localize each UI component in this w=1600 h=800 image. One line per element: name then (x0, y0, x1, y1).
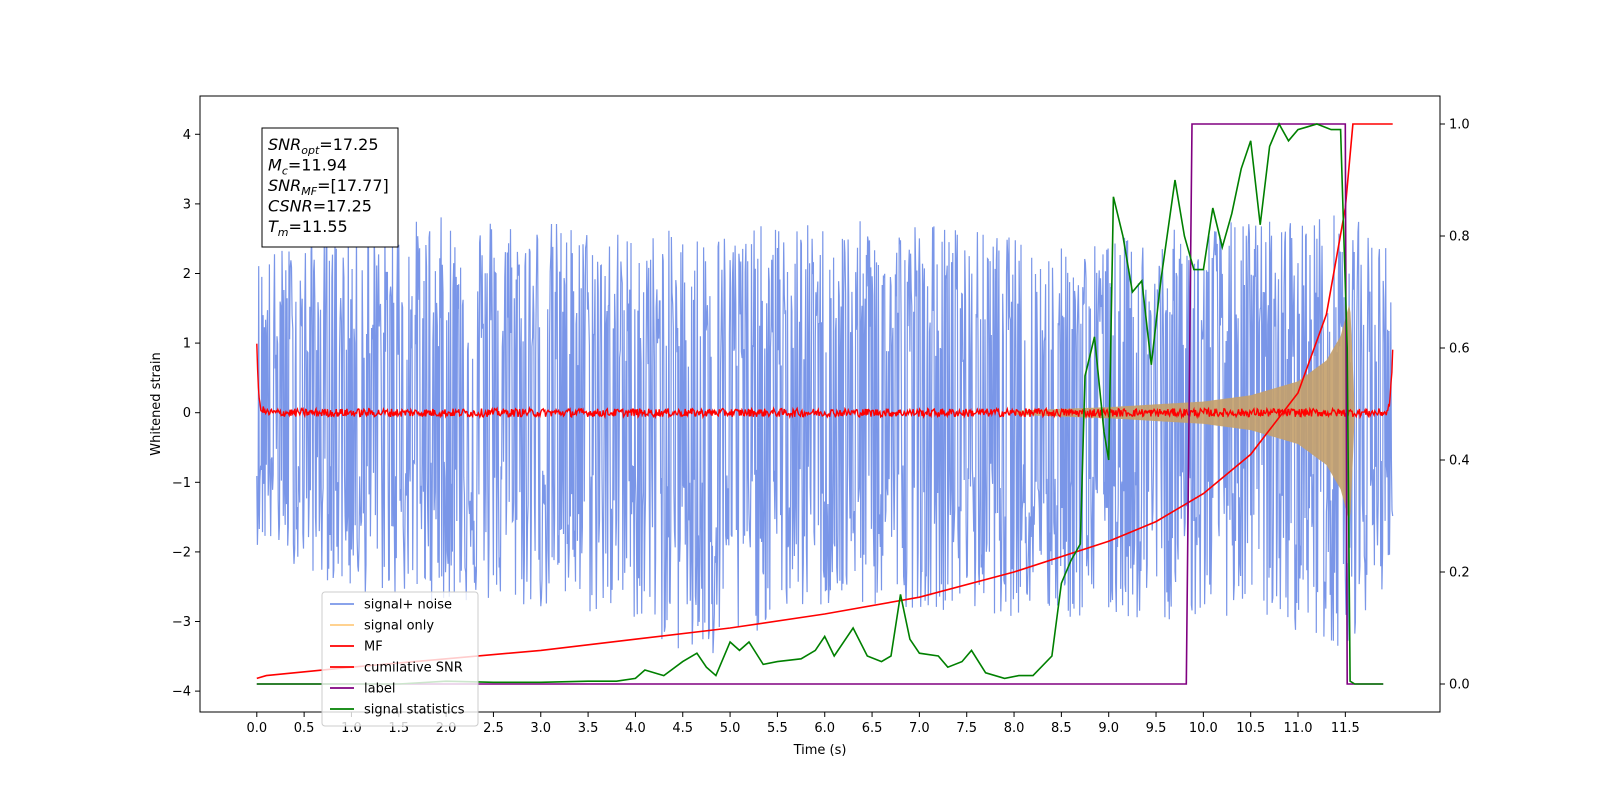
y-right-tick-label: 0.4 (1449, 454, 1470, 469)
y-right-tick-label: 0.6 (1449, 342, 1470, 357)
x-tick-label: 9.5 (1146, 721, 1167, 736)
y-axis-right: 1.0 0.8 0.6 0.4 0.2 0.0 (1440, 118, 1470, 693)
x-tick-label: 9.0 (1098, 721, 1119, 736)
y-left-tick-label: −2 (172, 545, 191, 560)
y-axis-left: 4 3 2 1 0 −1 −2 −3 −4 (172, 128, 200, 700)
legend-label: signal statistics (364, 703, 465, 718)
legend-label: label (364, 682, 395, 697)
x-tick-label: 5.5 (767, 721, 788, 736)
legend-label: signal+ noise (364, 598, 452, 613)
series-signal-statistics (256, 122, 1384, 685)
y-left-tick-label: −3 (172, 615, 191, 630)
x-tick-label: 10.5 (1236, 721, 1265, 736)
y-right-tick-label: 0.2 (1449, 566, 1470, 581)
y-right-tick-label: 1.0 (1449, 118, 1470, 133)
annotation-box: SNRopt=17.25Mc=11.94SNRMF=[17.77]CSNR=17… (261, 127, 399, 248)
x-tick-label: 2.5 (483, 721, 504, 736)
x-tick-label: 8.0 (1004, 721, 1025, 736)
annotation-line: Tm=11.55 (268, 217, 348, 239)
y-left-tick-label: 0 (183, 406, 191, 421)
y-left-tick-label: 3 (183, 197, 191, 212)
series-signal-noise (256, 215, 1394, 654)
axes-frame (199, 95, 1441, 713)
x-tick-label: 4.0 (625, 721, 646, 736)
x-tick-label: 6.5 (862, 721, 883, 736)
series-label (256, 123, 1384, 685)
x-axis-label: Time (s) (793, 743, 847, 758)
y-left-tick-label: −4 (172, 685, 191, 700)
annotation-frame (261, 127, 399, 248)
legend-label: MF (364, 640, 383, 655)
y-axis-label: Whitened strain (149, 352, 164, 455)
x-tick-label: 0.5 (294, 721, 315, 736)
annotation-line: CSNR=17.25 (268, 197, 372, 216)
annotation-line: Mc=11.94 (268, 156, 347, 178)
annotation-line: SNRopt=17.25 (268, 135, 379, 157)
x-tick-label: 4.5 (672, 721, 693, 736)
x-axis: 0.0 0.5 1.0 1.5 2.0 2.5 3.0 3.5 4.0 4.5 5.0 5.5 6.0 6… (246, 712, 1360, 736)
y-left-tick-label: 1 (183, 337, 191, 352)
legend-label: cumilative SNR (364, 661, 463, 676)
y-right-tick-label: 0.0 (1449, 678, 1470, 693)
x-tick-label: 7.5 (956, 721, 977, 736)
y-right-tick-label: 0.8 (1449, 230, 1470, 245)
y-left-tick-label: −1 (172, 476, 191, 491)
x-tick-label: 3.5 (578, 721, 599, 736)
legend-frame (321, 591, 479, 727)
x-tick-label: 11.5 (1331, 721, 1360, 736)
x-tick-label: 11.0 (1284, 721, 1313, 736)
y-left-tick-label: 2 (183, 267, 191, 282)
x-tick-label: 0.0 (246, 721, 267, 736)
y-left-tick-label: 4 (183, 128, 191, 143)
x-tick-label: 7.0 (909, 721, 930, 736)
x-tick-label: 10.0 (1189, 721, 1218, 736)
x-tick-label: 5.0 (720, 721, 741, 736)
x-tick-label: 6.0 (814, 721, 835, 736)
x-tick-label: 8.5 (1051, 721, 1072, 736)
x-tick-label: 3.0 (530, 721, 551, 736)
legend: signal+ noise signal only MF cumilative SNR… (321, 591, 479, 727)
series-mf (256, 343, 1394, 420)
annotation-line: SNRMF=[17.77] (268, 176, 389, 198)
legend-label: signal only (364, 619, 434, 634)
